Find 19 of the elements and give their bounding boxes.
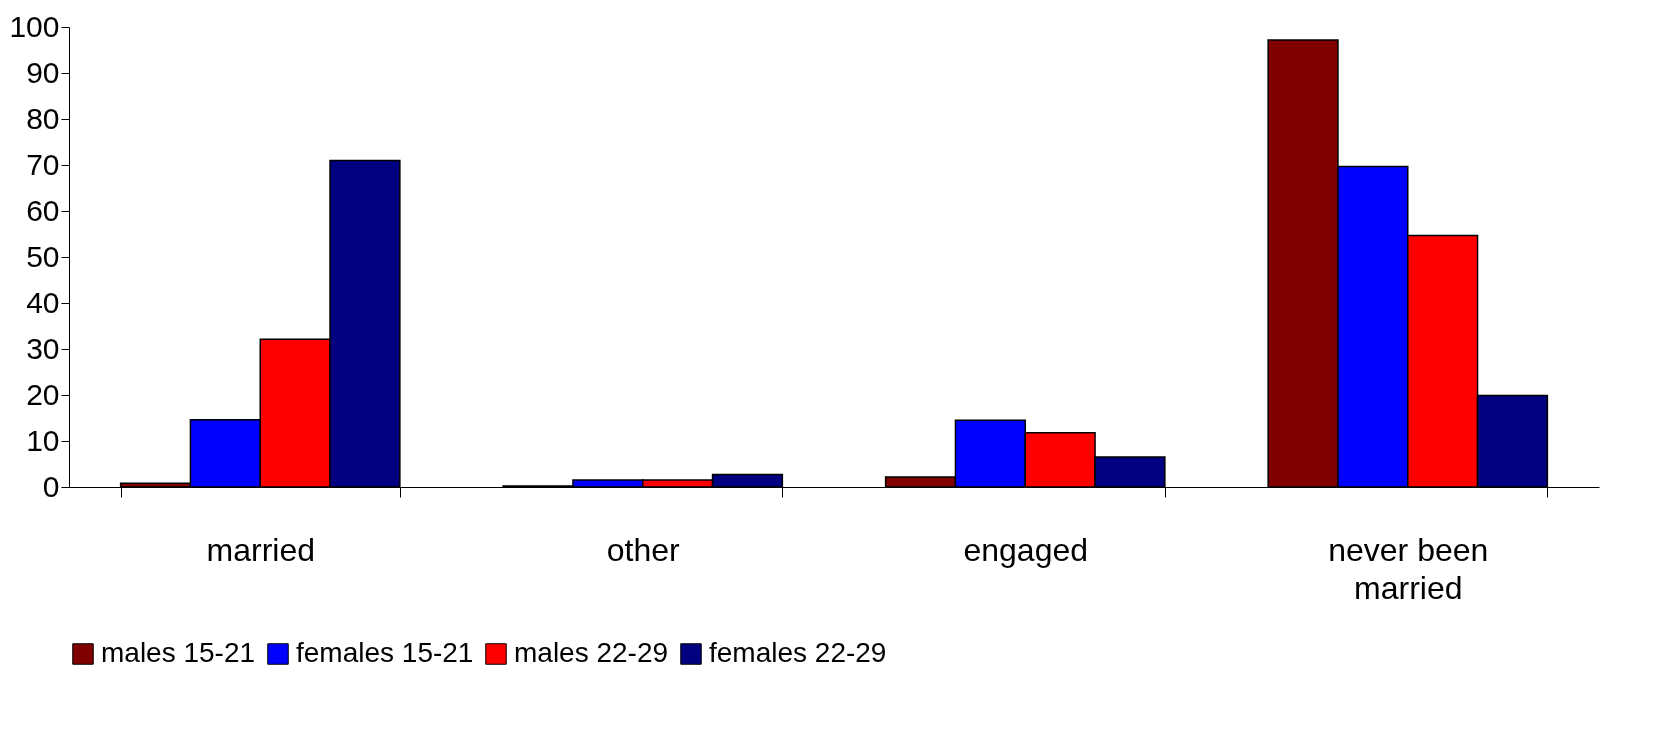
y-tick-label: 80: [26, 101, 60, 135]
y-tick-label: 60: [26, 193, 60, 227]
legend-label: males 22-29: [514, 637, 669, 668]
y-tick-label: 0: [42, 469, 60, 503]
legend-label: females 22-29: [709, 637, 887, 668]
x-tick-label: married: [206, 531, 315, 568]
y-tick-label: 20: [26, 377, 60, 411]
y-tick-label: 40: [26, 285, 60, 319]
legend-label: females 15-21: [296, 637, 474, 668]
y-tick-label: 10: [26, 423, 60, 457]
y-tick-label: 100: [9, 9, 60, 43]
y-tick-label: 90: [26, 55, 60, 89]
x-tick-label: engaged: [963, 531, 1089, 568]
y-tick-label: 70: [26, 147, 60, 181]
y-tick-label: 50: [26, 239, 60, 273]
y-tick-label: 30: [26, 331, 60, 365]
x-tick-label: never been married: [1328, 531, 1489, 606]
x-tick-label: other: [606, 531, 681, 568]
legend-label: males 15-21: [101, 637, 256, 668]
